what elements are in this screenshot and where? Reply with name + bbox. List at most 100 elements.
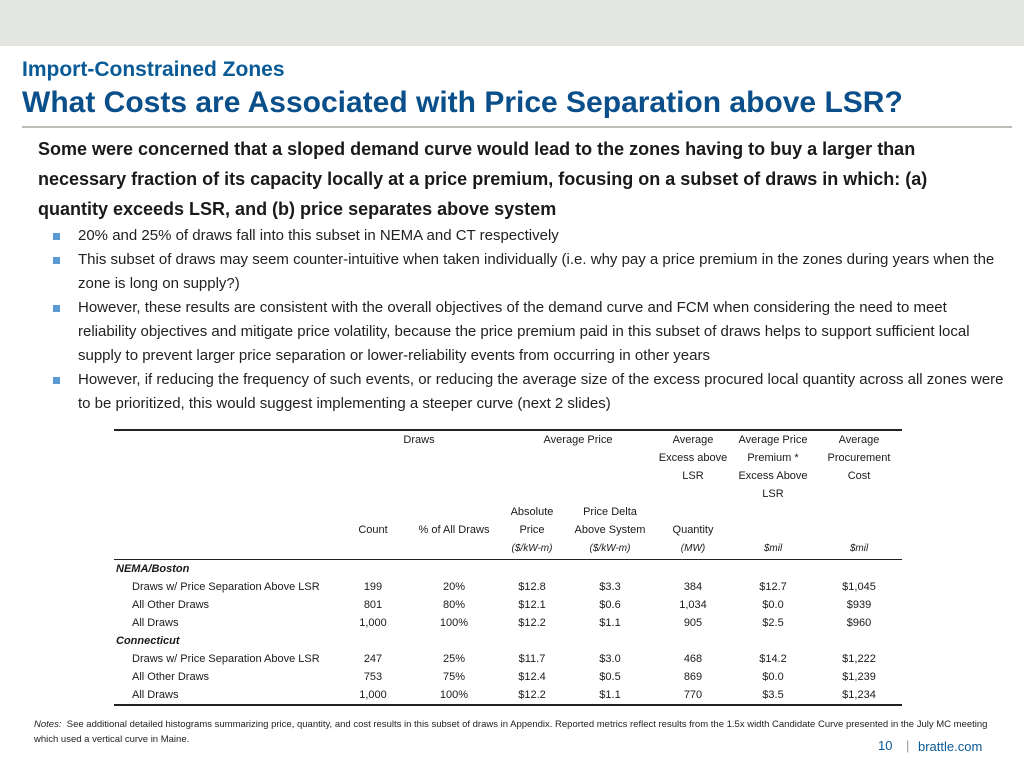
row-label: Draws w/ Price Separation Above LSR <box>132 653 320 665</box>
bullet-text: 20% and 25% of draws fall into this subs… <box>78 227 559 244</box>
cell-count: 247 <box>363 653 383 665</box>
cell-absolute-price: $12.2 <box>518 617 546 629</box>
slide-subtitle: Import-Constrained Zones <box>22 58 285 81</box>
cell-premium: $3.5 <box>730 686 816 706</box>
header-excess-2: Excess above <box>658 451 728 464</box>
cell-absolute-price: $12.4 <box>518 671 546 683</box>
row-label: Draws w/ Price Separation Above LSR <box>132 581 320 593</box>
group-header-draws: Draws <box>403 433 435 446</box>
unit-delta: ($/kW-m) <box>564 539 656 560</box>
notes-label: Notes: <box>34 719 62 730</box>
col-header-count: Count <box>358 523 388 536</box>
lead-paragraph: Some were concerned that a sloped demand… <box>38 139 928 219</box>
cell-cost: $1,045 <box>842 581 876 593</box>
cell-cost: $1,222 <box>842 653 876 665</box>
cell-price-delta: $0.5 <box>599 671 621 683</box>
bullet-item: However, if reducing the frequency of su… <box>50 368 1008 416</box>
title-divider <box>22 126 1012 128</box>
group-header-average-price: Average Price <box>543 433 613 446</box>
cell-cost: $939 <box>846 599 872 611</box>
footnote: Notes: See additional detailed histogram… <box>34 717 994 747</box>
square-bullet-icon <box>53 233 60 240</box>
cell-price-delta: $1.1 <box>599 617 621 629</box>
cell-percent: 100% <box>408 686 500 706</box>
results-table: Draws Average Price Average Average Pric… <box>114 429 902 706</box>
col-header-absolute-1: Absolute <box>510 505 554 518</box>
col-header-absolute-2: Price <box>519 523 545 536</box>
square-bullet-icon <box>53 377 60 384</box>
cell-percent: 75% <box>442 671 466 683</box>
cell-quantity: 770 <box>656 686 730 706</box>
page-number: 10 <box>878 738 893 753</box>
header-cost-2: Procurement <box>827 451 891 464</box>
cell-absolute-price: $12.8 <box>518 581 546 593</box>
table-row: All Other Draws 753 75% $12.4 $0.5 869 $… <box>114 668 902 686</box>
bullet-item: However, these results are consistent wi… <box>50 296 1008 368</box>
cell-percent: 80% <box>442 599 466 611</box>
header-premium-2: Premium * <box>747 451 799 464</box>
table-row: All Draws 1,000 100% $12.2 $1.1 770 $3.5… <box>114 686 902 706</box>
header-cost-1: Average <box>838 433 880 446</box>
square-bullet-icon <box>53 305 60 312</box>
bullet-text: This subset of draws may seem counter-in… <box>78 251 995 292</box>
square-bullet-icon <box>53 257 60 264</box>
cell-price-delta: $3.3 <box>599 581 621 593</box>
table-row: All Other Draws 801 80% $12.1 $0.6 1,034… <box>114 596 902 614</box>
row-label: All Other Draws <box>132 599 210 611</box>
cell-premium: $14.2 <box>759 653 787 665</box>
section-label: NEMA/Boston <box>116 563 190 575</box>
slide-title: What Costs are Associated with Price Sep… <box>22 86 903 119</box>
col-header-delta-1: Price Delta <box>583 505 637 518</box>
unit-cost: $mil <box>816 539 902 560</box>
cell-absolute-price: $11.7 <box>518 653 546 665</box>
table-row: Draws w/ Price Separation Above LSR 199 … <box>114 578 902 596</box>
cell-quantity: 905 <box>683 617 703 629</box>
table-row: Draws w/ Price Separation Above LSR 247 … <box>114 650 902 668</box>
cell-price-delta: $0.6 <box>599 599 621 611</box>
header-premium-4: LSR <box>762 487 784 500</box>
row-label: All Draws <box>114 686 338 706</box>
cell-quantity: 869 <box>683 671 703 683</box>
cell-premium: $0.0 <box>762 599 784 611</box>
bullet-list: 20% and 25% of draws fall into this subs… <box>50 224 1008 416</box>
cell-price-delta: $3.0 <box>599 653 621 665</box>
bullet-text: However, these results are consistent wi… <box>78 299 970 364</box>
footer-separator: | <box>906 738 910 753</box>
bullet-item: This subset of draws may seem counter-in… <box>50 248 1008 296</box>
row-label: All Draws <box>132 617 179 629</box>
cell-cost: $960 <box>846 617 872 629</box>
cell-count: 1,000 <box>359 617 387 629</box>
row-label: All Other Draws <box>132 671 210 683</box>
header-cost-3: Cost <box>847 469 871 482</box>
cell-absolute-price: $12.2 <box>500 686 564 706</box>
bullet-item: 20% and 25% of draws fall into this subs… <box>50 224 1008 248</box>
bullet-text: However, if reducing the frequency of su… <box>78 371 1004 412</box>
section-label: Connecticut <box>116 635 180 647</box>
header-premium-1: Average Price <box>738 433 808 446</box>
cell-cost: $1,234 <box>816 686 902 706</box>
header-premium-3: Excess Above <box>738 469 808 482</box>
table-row: All Draws 1,000 100% $12.2 $1.1 905 $2.5… <box>114 614 902 632</box>
unit-absolute: ($/kW-m) <box>500 539 564 560</box>
cell-premium: $0.0 <box>762 671 784 683</box>
cell-cost: $1,239 <box>842 671 876 683</box>
col-header-delta-2: Above System <box>574 523 646 536</box>
cell-percent: 100% <box>439 617 469 629</box>
cell-percent: 25% <box>442 653 466 665</box>
header-excess-1: Average <box>672 433 714 446</box>
cell-count: 199 <box>363 581 383 593</box>
header-excess-3: LSR <box>682 469 704 482</box>
unit-quantity: (MW) <box>656 539 730 560</box>
footer-website: brattle.com <box>918 739 983 754</box>
cell-quantity: 468 <box>683 653 703 665</box>
notes-text: See additional detailed histograms summa… <box>34 719 988 745</box>
cell-count: 753 <box>363 671 383 683</box>
col-header-percent: % of All Draws <box>418 523 490 536</box>
unit-premium: $mil <box>730 539 816 560</box>
cell-premium: $12.7 <box>759 581 787 593</box>
top-banner <box>0 0 1024 46</box>
col-header-quantity: Quantity <box>672 523 714 536</box>
cell-percent: 20% <box>442 581 466 593</box>
cell-quantity: 384 <box>683 581 703 593</box>
cell-count: 801 <box>363 599 383 611</box>
